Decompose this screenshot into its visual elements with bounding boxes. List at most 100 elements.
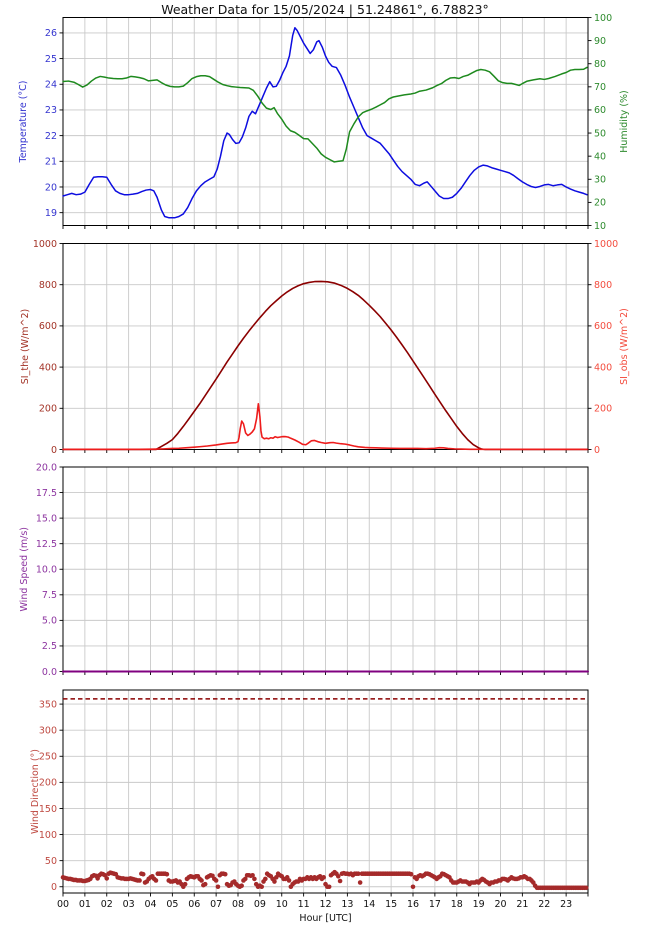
wind-speed-left-tick-label: 17.5 — [36, 488, 57, 499]
wind-direction-dots-scatter — [60, 869, 589, 891]
x-tick-label: 20 — [494, 899, 506, 910]
wind-speed-left-tick-label: 12.5 — [36, 539, 57, 550]
x-tick-label: 18 — [451, 899, 463, 910]
wind-speed-left-tick-label: 10.0 — [36, 565, 57, 576]
wind-direction-left-tick-label: 100 — [39, 830, 57, 841]
wind-direction-x-ticks — [62, 893, 589, 897]
x-tick-label: 09 — [254, 899, 266, 910]
temperature-humidity-left-tick-label: 21 — [45, 157, 57, 168]
x-tick-label: 05 — [166, 899, 178, 910]
x-tick-label: 22 — [538, 899, 550, 910]
si-observed-line — [62, 402, 588, 451]
wind-speed-left-ticks: 0.0 2.5 5.0 7.5 10.0 12.5 15.0 17.5 20.0 — [36, 462, 63, 678]
wind-direction-left-tick-label: 50 — [45, 856, 57, 867]
temperature-humidity-left-tick-label: 23 — [45, 105, 57, 116]
wind-direction-left-tick-label: 0 — [51, 882, 57, 893]
x-tick-label: 21 — [516, 899, 528, 910]
si-theoretical-line — [62, 280, 589, 451]
solar-irradiance-right-tick-label: 800 — [594, 280, 612, 291]
temperature-humidity-left-tick-label: 19 — [45, 208, 57, 219]
wind-speed-left-tick-label: 15.0 — [36, 513, 57, 524]
x-tick-label: 06 — [188, 899, 200, 910]
x-tick-label: 01 — [79, 899, 91, 910]
x-tick-label: 12 — [319, 899, 331, 910]
wind-speed-left-axis-label: Wind Speed (m/s) — [19, 527, 30, 612]
temperature-humidity-left-axis-label: Temperature (°C) — [18, 81, 29, 164]
solar-irradiance-grid — [63, 243, 588, 450]
x-tick-label: 04 — [144, 899, 156, 910]
x-tick-label: 13 — [341, 899, 353, 910]
x-tick-label: 19 — [473, 899, 485, 910]
wind-direction-left-tick-label: 150 — [39, 804, 57, 815]
wind-direction-left-tick-label: 300 — [39, 725, 57, 736]
x-tick-label: 15 — [385, 899, 397, 910]
solar-irradiance-right-tick-label: 400 — [594, 362, 612, 373]
x-tick-label: 08 — [232, 899, 244, 910]
temperature-humidity-right-tick-label: 100 — [594, 13, 612, 24]
temperature-humidity-right-tick-label: 80 — [594, 59, 606, 70]
solar-irradiance-right-tick-label: 200 — [594, 404, 612, 415]
wind-speed-left-tick-label: 7.5 — [42, 590, 57, 601]
temperature-humidity-right-tick-label: 90 — [594, 36, 606, 47]
x-tick-label: 16 — [407, 899, 419, 910]
temperature-humidity-left-tick-label: 26 — [45, 28, 57, 39]
solar-irradiance-left-tick-label: 0 — [51, 445, 57, 456]
solar-irradiance-left-tick-label: 600 — [39, 321, 57, 332]
temperature-humidity-left-tick-label: 22 — [45, 131, 57, 142]
wind-speed-left-tick-label: 0.0 — [42, 667, 57, 678]
temperature-humidity-right-tick-label: 20 — [594, 198, 606, 209]
solar-irradiance-right-axis-label: SI_obs (W/m^2) — [619, 308, 630, 385]
x-tick-label: 03 — [123, 899, 135, 910]
x-tick-label: 00 — [57, 899, 69, 910]
wind-speed-left-tick-label: 20.0 — [36, 462, 57, 473]
figure-title: Weather Data for 15/05/2024 | 51.24861°,… — [161, 2, 489, 17]
wind-direction-grid — [63, 690, 588, 893]
solar-irradiance-right-tick-label: 1000 — [594, 239, 618, 250]
temperature-humidity-x-ticks — [62, 225, 589, 229]
temperature-line — [62, 27, 588, 219]
subplot-temperature-humidity: 19 20 21 22 23 24 25 26 Temperature (°C) 10 20 30 40… — [18, 13, 630, 232]
x-tick-label: 07 — [210, 899, 222, 910]
temperature-humidity-right-tick-label: 70 — [594, 82, 606, 93]
wind-speed-grid — [63, 466, 588, 672]
temperature-humidity-left-tick-label: 24 — [45, 80, 57, 91]
temperature-humidity-right-tick-label: 30 — [594, 175, 606, 186]
x-tick-label: 14 — [363, 899, 375, 910]
solar-irradiance-left-tick-label: 800 — [39, 280, 57, 291]
subplot-solar-irradiance: 0 200 400 600 800 1000 SI_the (W/m^2) 0 200 400 60… — [20, 239, 630, 456]
subplot-wind-speed: 0.0 2.5 5.0 7.5 10.0 12.5 15.0 17.5 20.0 Wind Spe… — [19, 462, 589, 678]
temperature-humidity-right-tick-label: 10 — [594, 221, 606, 232]
wind-direction-left-axis-label: Wind Direction (°) — [30, 749, 41, 834]
x-axis-label: Hour [UTC] — [299, 913, 351, 924]
x-tick-label: 23 — [560, 899, 572, 910]
temperature-humidity-grid — [63, 17, 588, 226]
temperature-humidity-right-tick-label: 40 — [594, 151, 606, 162]
solar-irradiance-right-tick-label: 0 — [594, 445, 600, 456]
x-tick-label: 17 — [429, 899, 441, 910]
temperature-humidity-right-tick-label: 50 — [594, 128, 606, 139]
solar-irradiance-left-tick-label: 400 — [39, 362, 57, 373]
wind-speed-left-tick-label: 2.5 — [42, 641, 57, 652]
temperature-humidity-right-ticks: 10 20 30 40 50 60 70 80 90 100 — [588, 13, 612, 232]
solar-irradiance-left-axis-label: SI_the (W/m^2) — [20, 309, 31, 384]
solar-irradiance-right-ticks: 0 200 400 600 800 1000 — [588, 239, 618, 456]
temperature-humidity-right-axis-label: Humidity (%) — [619, 90, 630, 153]
solar-irradiance-left-tick-label: 1000 — [33, 239, 57, 250]
wind-direction-left-tick-label: 200 — [39, 778, 57, 789]
solar-irradiance-left-ticks: 0 200 400 600 800 1000 — [33, 239, 63, 456]
temperature-humidity-left-tick-label: 25 — [45, 54, 57, 65]
humidity-line — [62, 66, 588, 163]
x-tick-label: 02 — [101, 899, 113, 910]
x-tick-label: 11 — [298, 899, 310, 910]
temperature-humidity-left-ticks: 19 20 21 22 23 24 25 26 — [45, 28, 63, 219]
temperature-humidity-left-tick-label: 20 — [45, 182, 57, 193]
x-tick-label: 10 — [276, 899, 288, 910]
wind-direction-left-ticks: 0 50 100 150 200 250 300 350 — [39, 699, 63, 893]
wind-speed-left-tick-label: 5.0 — [42, 616, 57, 627]
wind-direction-left-tick-label: 250 — [39, 752, 57, 763]
solar-irradiance-right-tick-label: 600 — [594, 321, 612, 332]
solar-irradiance-left-tick-label: 200 — [39, 404, 57, 415]
